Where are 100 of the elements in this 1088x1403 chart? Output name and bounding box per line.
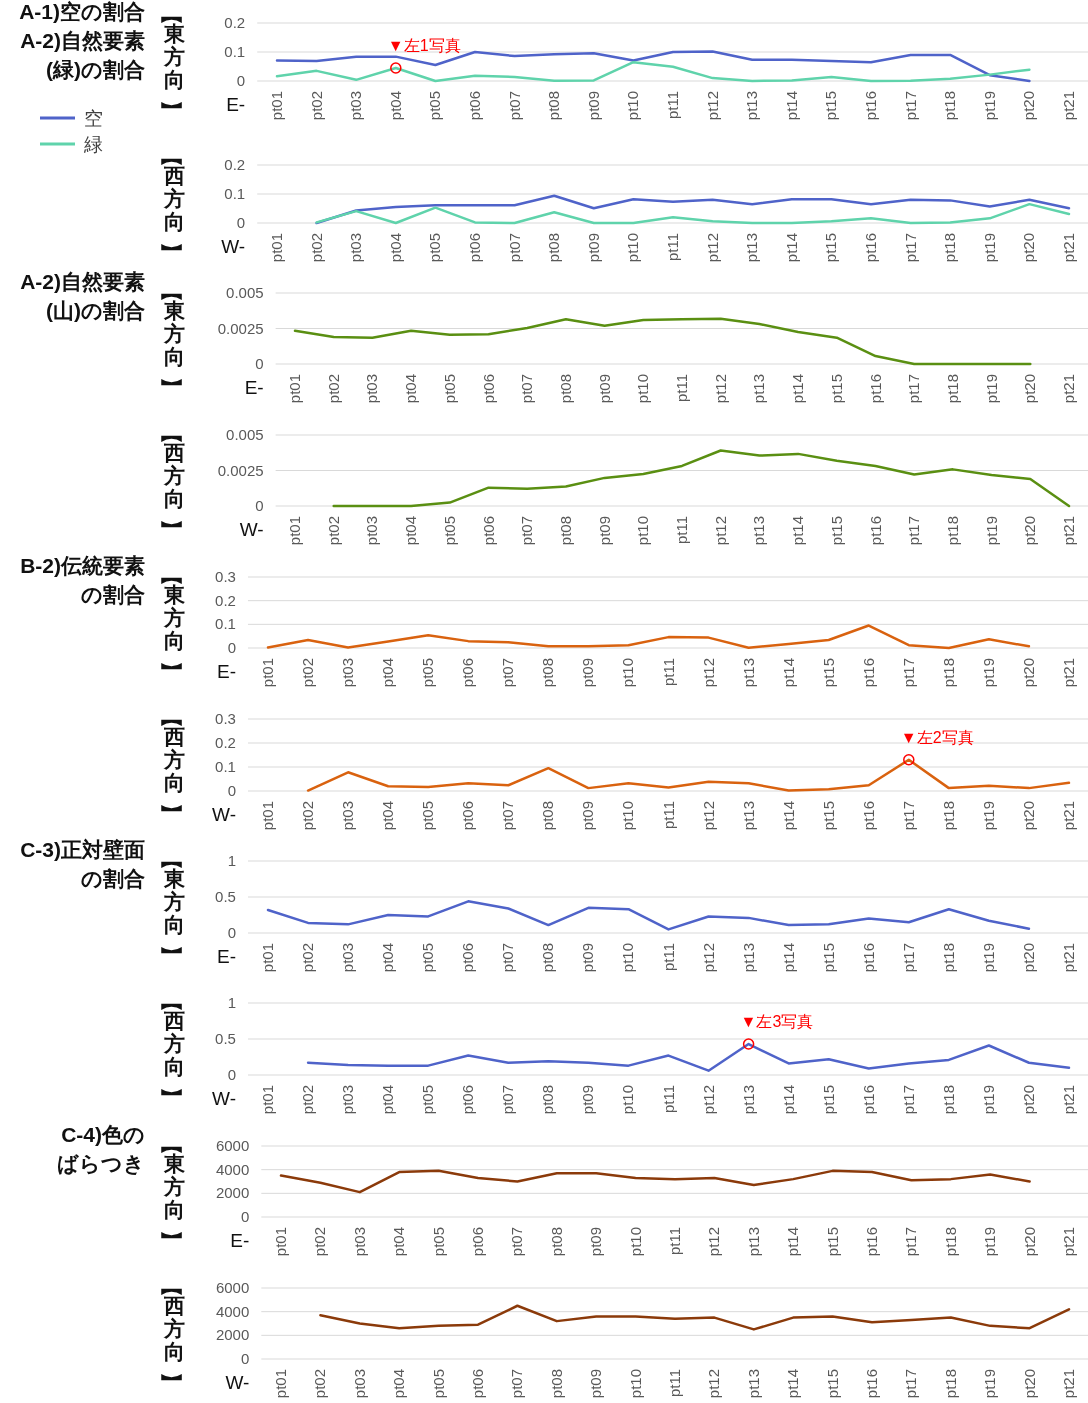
x-tick-label: pt08 — [539, 801, 557, 831]
x-tick-label: pt10 — [619, 658, 637, 688]
x-tick-label: pt06 — [459, 943, 477, 973]
x-tick-label: pt13 — [739, 1085, 757, 1115]
x-tick-label: pt06 — [469, 1369, 486, 1399]
y-tick-label: 1 — [227, 994, 236, 1011]
x-tick-label: pt03 — [339, 943, 357, 973]
x-tick-label: pt18 — [939, 1085, 957, 1115]
annotation: ▼左1写真 — [387, 36, 461, 54]
x-tick-label: pt12 — [699, 1085, 717, 1115]
x-tick-label: pt11 — [673, 374, 690, 403]
x-tick-label: pt03 — [339, 658, 357, 688]
text: A-2)自然要素(山)の割合 — [20, 270, 145, 322]
x-tick-label: pt21 — [1060, 1085, 1077, 1115]
x-tick-label: pt21 — [1060, 374, 1077, 404]
x-tick-label: pt14 — [779, 1085, 797, 1115]
x-tick-label: pt04 — [386, 91, 404, 121]
x-axis-title: W- — [239, 519, 264, 540]
y-tick-label: 0.5 — [215, 1030, 236, 1047]
y-tick-label: 6000 — [215, 1137, 250, 1154]
x-tick-label: pt15 — [822, 91, 840, 121]
line-series — [319, 1304, 1071, 1331]
x-tick-label: pt09 — [579, 801, 597, 831]
y-tick-label: 0.0025 — [217, 319, 264, 337]
x-tick-label: pt07 — [505, 233, 523, 263]
x-axis-title: W- — [225, 1372, 250, 1393]
x-tick-label: pt01 — [268, 91, 285, 121]
x-tick-label: pt06 — [479, 516, 497, 546]
x-tick-label: pt15 — [819, 943, 837, 973]
x-tick-label: pt09 — [587, 1227, 605, 1257]
x-tick-label: pt12 — [699, 658, 717, 688]
y-tick-label: 0 — [255, 355, 264, 372]
x-tick-label: pt12 — [711, 516, 729, 546]
x-tick-label: pt21 — [1060, 658, 1077, 688]
x-tick-label: pt01 — [259, 658, 276, 688]
y-tick-label: 0 — [227, 639, 236, 656]
x-tick-label: pt10 — [634, 374, 652, 404]
x-tick-label: pt14 — [782, 91, 800, 121]
text: A-2)自然要素(緑)の割合 — [20, 29, 145, 81]
x-tick-label: pt05 — [419, 943, 437, 973]
x-tick-label: pt14 — [779, 943, 797, 973]
annotation: ▼左2写真 — [900, 728, 974, 746]
x-tick-label: pt02 — [311, 1369, 329, 1399]
x-tick-label: pt07 — [508, 1227, 526, 1257]
x-tick-label: pt14 — [782, 233, 800, 263]
x-tick-label: pt11 — [673, 516, 690, 545]
x-tick-label: pt04 — [379, 658, 397, 688]
x-tick-label: pt02 — [324, 374, 342, 404]
x-tick-label: pt11 — [664, 233, 681, 262]
x-tick-label: pt18 — [941, 233, 959, 263]
x-tick-label: pt17 — [899, 658, 917, 688]
x-tick-label: pt01 — [272, 1227, 289, 1257]
x-tick-label: pt08 — [556, 374, 574, 404]
x-tick-label: pt04 — [402, 374, 420, 404]
y-axis-title: 【東方向】 — [159, 849, 185, 966]
x-tick-label: pt13 — [750, 516, 768, 546]
x-tick-label: pt10 — [626, 1227, 644, 1257]
y-tick-label: 0.2 — [224, 14, 246, 31]
text: A-1)空の割合 — [19, 0, 145, 23]
x-tick-label: pt20 — [1020, 233, 1038, 263]
x-tick-label: pt13 — [743, 91, 761, 121]
x-tick-label: pt04 — [386, 233, 404, 263]
x-tick-label: pt06 — [459, 1085, 477, 1115]
y-tick-label: 2000 — [215, 1326, 250, 1344]
x-tick-label: pt21 — [1060, 1369, 1077, 1399]
annotation: ▼左3写真 — [740, 1013, 814, 1031]
x-tick-label: pt03 — [363, 516, 381, 546]
x-tick-label: pt04 — [379, 943, 397, 973]
x-tick-label: pt04 — [390, 1369, 408, 1399]
x-tick-label: pt15 — [819, 658, 837, 688]
x-tick-label: pt16 — [863, 1227, 880, 1257]
y-tick-label: 0.1 — [215, 615, 236, 633]
x-tick-label: pt17 — [902, 1227, 920, 1257]
y-axis-title: 【西方向】 — [159, 146, 185, 263]
x-tick-label: pt19 — [982, 374, 1000, 404]
y-axis-title: 【西方向】 — [159, 707, 185, 824]
x-tick-label: pt06 — [479, 374, 497, 404]
y-axis-title: 【東方向】 — [159, 564, 185, 682]
y-axis-title: 【西方向】 — [159, 422, 185, 540]
x-tick-label: pt02 — [299, 1085, 317, 1115]
x-tick-label: pt20 — [1019, 943, 1037, 973]
x-tick-label: pt06 — [466, 233, 483, 263]
x-tick-label: pt02 — [311, 1227, 329, 1257]
x-tick-label: pt11 — [659, 801, 677, 830]
x-tick-label: pt14 — [784, 1227, 802, 1257]
x-tick-label: pt09 — [579, 658, 597, 688]
line-series — [293, 317, 1032, 366]
x-tick-label: pt01 — [259, 801, 276, 831]
x-tick-label: pt10 — [634, 516, 652, 546]
x-tick-label: pt06 — [459, 801, 477, 831]
x-tick-label: pt14 — [784, 1369, 802, 1399]
x-tick-label: pt16 — [866, 516, 884, 546]
x-tick-label: pt10 — [624, 233, 642, 263]
x-tick-label: pt07 — [505, 91, 523, 121]
y-tick-label: 0.1 — [224, 43, 246, 60]
x-tick-label: pt07 — [508, 1369, 526, 1399]
x-tick-label: pt16 — [859, 801, 877, 831]
x-tick-label: pt19 — [979, 943, 997, 973]
x-tick-label: pt13 — [739, 658, 757, 688]
x-tick-label: pt08 — [547, 1227, 565, 1257]
